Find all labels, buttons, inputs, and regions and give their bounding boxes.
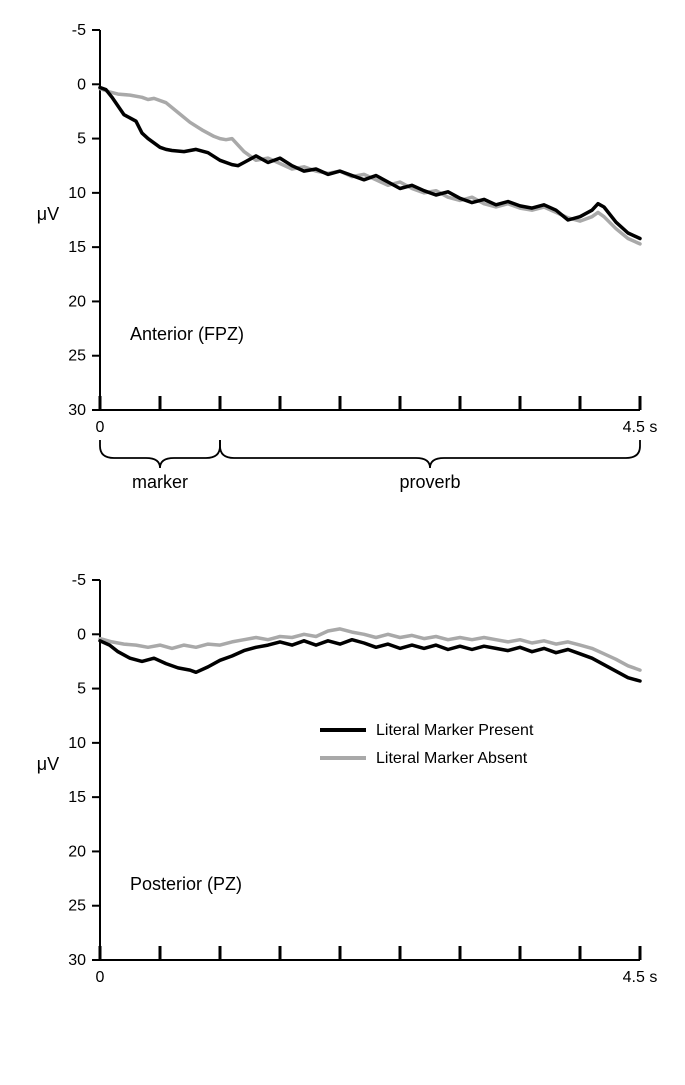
y-tick-label: -5 — [72, 572, 86, 589]
x-end-label: 4.5 s — [623, 419, 658, 436]
y-tick-label: 0 — [77, 76, 86, 93]
bracket — [220, 440, 640, 468]
panel-anterior: -5 0 5 10 15 20 25 30 μV 0 4.5 s Anterior (FPZ) mark… — [37, 22, 658, 492]
x-start-label: 0 — [96, 419, 105, 436]
y-tick-label: 5 — [77, 131, 86, 148]
bracket-label: marker — [132, 472, 188, 492]
y-axis-label: μV — [37, 754, 59, 774]
figure-svg: -5 0 5 10 15 20 25 30 μV 0 4.5 s Anterior (FPZ) mark… — [20, 20, 665, 1065]
series-line — [100, 629, 640, 670]
panel-label: Anterior (FPZ) — [130, 324, 244, 344]
y-tick-label: 30 — [68, 402, 86, 419]
y-tick-label: -5 — [72, 22, 86, 39]
x-end-label: 4.5 s — [623, 969, 658, 986]
y-tick-label: 20 — [68, 843, 86, 860]
erp-figure: -5 0 5 10 15 20 25 30 μV 0 4.5 s Anterior (FPZ) mark… — [20, 20, 665, 1065]
y-tick-label: 5 — [77, 681, 86, 698]
y-tick-label: 15 — [68, 789, 86, 806]
legend-label: Literal Marker Absent — [376, 750, 528, 767]
x-start-label: 0 — [96, 969, 105, 986]
y-tick-label: 10 — [68, 185, 86, 202]
panel-posterior: -5 0 5 10 15 20 25 30 μV 0 4.5 s Posterior (PZ) Lite… — [37, 572, 658, 986]
y-tick-label: 25 — [68, 348, 86, 365]
series-line — [100, 89, 640, 244]
y-axis-label: μV — [37, 204, 59, 224]
bracket — [100, 440, 220, 468]
bracket-label: proverb — [399, 472, 460, 492]
legend-label: Literal Marker Present — [376, 722, 534, 739]
y-tick-label: 25 — [68, 898, 86, 915]
y-tick-label: 10 — [68, 735, 86, 752]
series-line — [100, 88, 640, 239]
panel-label: Posterior (PZ) — [130, 874, 242, 894]
y-tick-label: 20 — [68, 293, 86, 310]
y-tick-label: 30 — [68, 952, 86, 969]
y-tick-label: 15 — [68, 239, 86, 256]
y-tick-label: 0 — [77, 626, 86, 643]
